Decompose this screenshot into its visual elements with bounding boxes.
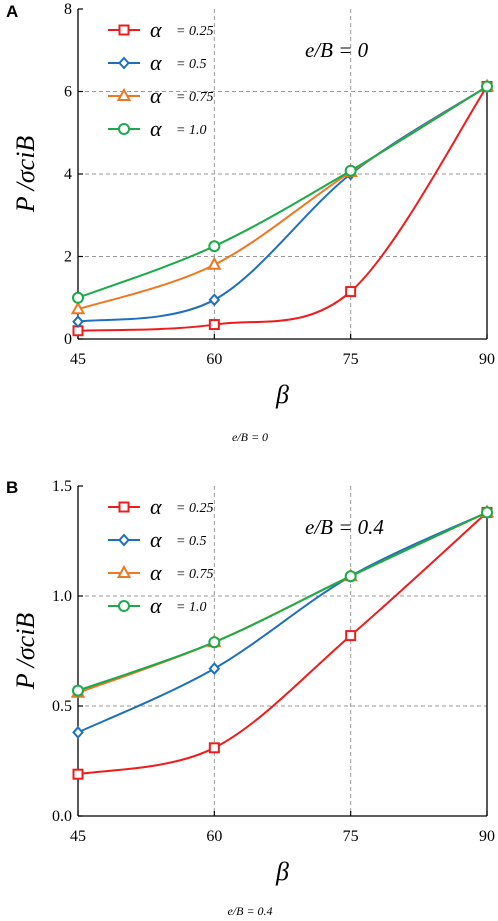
data-point [208, 319, 220, 331]
y-tick-label: 0 [64, 331, 72, 348]
caption: e/B = 0.4 [227, 904, 272, 918]
data-point [208, 742, 220, 754]
legend-label: = 0.5 [176, 534, 206, 549]
data-point [72, 725, 84, 739]
chart-panel-b: B 0.0 0.5 1.0 1.5 45 60 75 90 β P /σciB α = 0.25 α = 0… [0, 460, 498, 920]
legend-alpha: α [150, 593, 162, 618]
legend-alpha: α [150, 560, 162, 585]
chart-b-svg: B 0.0 0.5 1.0 1.5 45 60 75 90 β P /σciB α = 0.25 α = 0… [6, 478, 495, 918]
legend-marker [118, 600, 130, 612]
data-point [208, 662, 221, 676]
series-0 [72, 81, 493, 337]
legend: α = 0.25 α = 0.5 α = 0.75 α = 1.0 [108, 494, 213, 618]
y-tick-label: 0.5 [52, 698, 72, 715]
series-line [77, 85, 488, 323]
series-3 [72, 506, 493, 697]
grid [78, 486, 487, 816]
annotation: e/B = 0.4 [305, 515, 384, 539]
legend-label: = 1.0 [176, 600, 206, 615]
legend-label: = 0.75 [176, 90, 213, 105]
legend-label: = 1.0 [176, 123, 206, 138]
legend-alpha: α [150, 527, 162, 552]
series-line [77, 511, 488, 776]
x-axis-title: β [275, 857, 289, 886]
annotation: e/B = 0 [305, 38, 369, 62]
data-point [208, 636, 221, 649]
x-tick-label: 90 [479, 828, 495, 845]
data-point [208, 293, 221, 307]
y-tick-label: 6 [64, 84, 72, 101]
x-axis-title: β [275, 380, 289, 409]
legend-label: = 0.5 [176, 57, 206, 72]
data-point [72, 291, 84, 304]
series-line [77, 85, 488, 299]
series-3 [72, 80, 493, 304]
legend-alpha: α [150, 50, 162, 75]
x-tick-label: 75 [343, 351, 359, 368]
data-point [208, 240, 221, 253]
legend-marker [116, 564, 132, 578]
x-tick-label: 60 [206, 828, 222, 845]
series-line [77, 85, 488, 332]
legend-alpha: α [150, 494, 162, 519]
panel-label: A [6, 2, 18, 21]
series-1 [72, 505, 493, 739]
data-point [72, 315, 84, 329]
y-tick-label: 1.0 [52, 588, 72, 605]
series-2 [70, 504, 495, 698]
data-point [72, 684, 84, 697]
y-tick-label: 4 [64, 166, 72, 183]
y-tick-label: 1.5 [52, 478, 72, 495]
legend: α = 0.25 α = 0.5 α = 0.75 α = 1.0 [108, 17, 213, 141]
data-point [207, 256, 222, 270]
data-point [345, 286, 357, 298]
legend-alpha: α [150, 17, 162, 42]
series-0 [72, 506, 493, 780]
data-point [345, 630, 357, 642]
y-tick-label: 8 [64, 1, 72, 18]
data-point [344, 570, 357, 583]
data-point [70, 301, 86, 315]
caption: e/B = 0 [232, 430, 268, 444]
x-tick-label: 75 [343, 828, 359, 845]
legend-alpha: α [150, 83, 162, 108]
x-tick-label: 45 [70, 828, 86, 845]
legend-marker [116, 87, 132, 101]
data-point [481, 80, 493, 93]
y-tick-label: 2 [64, 249, 72, 266]
data-point [481, 506, 493, 519]
x-tick-label: 60 [206, 351, 222, 368]
legend-label: = 0.25 [176, 24, 213, 39]
legend-label: = 0.75 [176, 567, 213, 582]
chart-panel-a: A 0 2 4 6 8 45 60 75 90 β P /σciB α = 0.25 α = 0.5 α = 0.… [0, 0, 498, 460]
legend-label: = 0.25 [176, 501, 213, 516]
legend-marker [118, 533, 130, 547]
y-axis-title: P /σciB [11, 136, 40, 214]
grid [78, 9, 487, 339]
legend-marker [118, 24, 130, 36]
y-tick-label: 0.0 [52, 808, 72, 825]
series-line [77, 511, 488, 692]
series-1 [72, 80, 493, 329]
legend-alpha: α [150, 116, 162, 141]
panel-label: B [6, 478, 18, 497]
data-point [344, 164, 357, 177]
chart-a-svg: A 0 2 4 6 8 45 60 75 90 β P /σciB α = 0.25 α = 0.5 α = 0.… [6, 1, 495, 444]
y-axis-title: P /σciB [11, 613, 40, 691]
data-point [72, 768, 84, 780]
legend-marker [118, 501, 130, 513]
x-tick-label: 45 [70, 351, 86, 368]
series-line [77, 511, 488, 734]
x-tick-label: 90 [479, 351, 495, 368]
legend-marker [118, 56, 130, 70]
legend-marker [118, 123, 130, 135]
